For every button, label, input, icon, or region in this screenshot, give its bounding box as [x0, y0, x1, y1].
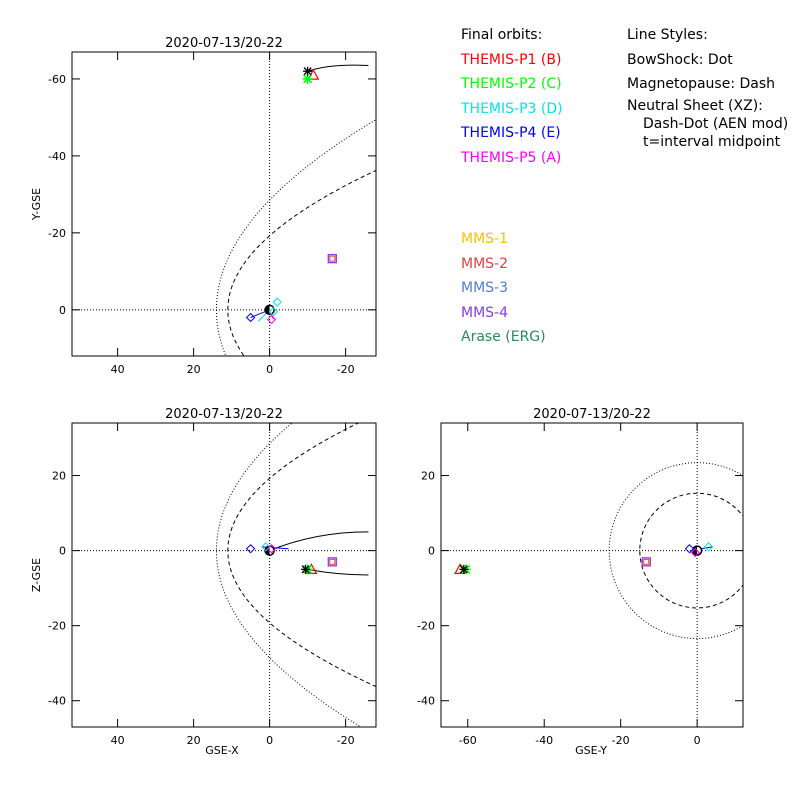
x-tick-label: -20 — [612, 734, 630, 747]
earth-shade — [265, 305, 270, 315]
probe-diamond — [272, 297, 282, 307]
y-tick-label: -20 — [48, 227, 66, 240]
x-tick-label: -20 — [337, 734, 355, 747]
y-tick-label: -40 — [48, 695, 66, 708]
y-tick-label: -40 — [417, 695, 435, 708]
y-tick-label: -60 — [48, 73, 66, 86]
plot-area — [215, 64, 376, 356]
y-tick-label: 0 — [59, 304, 66, 317]
orbits-legend-title: Final orbits: — [461, 27, 543, 43]
y-tick-label: -40 — [48, 150, 66, 163]
legend-mms-2: MMS-2 — [461, 255, 509, 272]
asterisk-black — [459, 565, 468, 574]
mms-marker — [641, 557, 651, 567]
legend-themis-p5: THEMIS-P5 (A) — [461, 149, 562, 166]
x-tick-label: 0 — [694, 734, 701, 747]
plot-area — [454, 462, 743, 640]
orbits-legend: Final orbits: THEMIS-P1 (B) THEMIS-P2 (C… — [461, 23, 563, 170]
probe-diamond — [245, 544, 256, 554]
legend-themis-p2: THEMIS-P2 (C) — [461, 76, 562, 92]
orbit-track-p1 — [307, 64, 369, 72]
chart-title: 2020-07-13/20-22 — [533, 407, 651, 422]
y-tick-label: -20 — [417, 620, 435, 633]
x-tick-label: 0 — [266, 363, 273, 376]
plot-frame — [440, 422, 744, 728]
panel-1: 2020-07-13/20-22 40 20 0 -20 -60 -40 -20 0 Y-GSE — [30, 36, 377, 376]
style-dash-dot: Dash-Dot (AEN mod) — [643, 115, 789, 132]
x-tick-label: -20 — [337, 363, 355, 376]
line-styles-title: Line Styles: — [627, 27, 708, 43]
mms-legend: MMS-1 MMS-2 MMS-3 MMS-4 Arase (ERG) — [461, 227, 546, 350]
mms-marker-inner — [329, 255, 336, 262]
y-tick-label: 20 — [421, 470, 435, 483]
y-axis-label: Z-GSE — [30, 558, 43, 592]
x-tick-label: 20 — [187, 363, 201, 376]
orbit-track-p4 — [700, 546, 713, 550]
style-magnetopause: Magnetopause: Dash — [627, 76, 776, 92]
plot-area — [215, 423, 376, 727]
probe-diamond — [245, 312, 256, 323]
legend-mms-1: MMS-1 — [461, 231, 509, 247]
y-axis-label: Y-GSE — [30, 188, 43, 221]
legend-arase: Arase (ERG) — [461, 329, 546, 345]
probe-diamond — [684, 544, 695, 554]
legend-themis-p1: THEMIS-P1 (B) — [461, 51, 562, 68]
style-neutral-sheet: Neutral Sheet (XZ): — [627, 97, 763, 114]
probe-diamond — [266, 544, 277, 554]
magnetopause-curve — [639, 492, 743, 609]
probe-diamond — [703, 542, 714, 552]
x-tick-label: 20 — [187, 734, 201, 747]
marker-themis-p2 — [459, 564, 471, 575]
y-tick-label: 0 — [59, 545, 66, 558]
legend-themis-p4: THEMIS-P4 (E) — [461, 125, 561, 141]
x-tick-label: -40 — [535, 734, 553, 747]
probe-diamond — [690, 547, 700, 558]
chart-title: 2020-07-13/20-22 — [165, 36, 283, 51]
x-axis-label: GSE-X — [205, 744, 239, 757]
neutral-sheet-curve — [269, 531, 369, 552]
x-tick-label: 40 — [111, 734, 125, 747]
x-tick-label: 40 — [111, 363, 125, 376]
mms-marker — [327, 253, 337, 264]
mms-marker-inner — [643, 558, 650, 565]
line-styles-legend: Line Styles: BowShock: Dot Magnetopause:… — [627, 23, 788, 151]
asterisk-stroke — [303, 74, 313, 84]
y-tick-label: -20 — [48, 620, 66, 633]
bowshock-curve — [215, 119, 376, 356]
plot-frame — [71, 51, 377, 357]
x-axis-label: GSE-Y — [575, 744, 607, 757]
marker-themis-p2 — [301, 564, 313, 575]
legend-mms-4: MMS-4 — [461, 304, 509, 321]
y-tick-label: 0 — [428, 545, 435, 558]
legend-themis-p3: THEMIS-P3 (D) — [461, 100, 563, 117]
style-bowshock: BowShock: Dot — [627, 51, 733, 68]
panel-3: 2020-07-13/20-22 -60 -40 -20 0 20 0 -20 -40 GSE-Y — [417, 407, 744, 757]
style-midpoint: t=interval midpoint — [643, 133, 781, 150]
orbit-track-p1 — [307, 568, 369, 576]
plot-frame — [71, 422, 377, 728]
magnetopause-curve — [227, 423, 376, 688]
asterisk-black — [301, 565, 310, 574]
probe-diamond — [266, 314, 277, 325]
x-tick-label: 0 — [266, 734, 273, 747]
bowshock-curve — [215, 423, 362, 727]
mms-marker-inner — [329, 558, 336, 565]
probe-diamond — [261, 542, 271, 552]
marker-themis-p2 — [302, 66, 313, 84]
probe-diamond — [268, 307, 279, 317]
asterisk-black — [303, 67, 312, 76]
chart-title: 2020-07-13/20-22 — [165, 407, 283, 422]
y-tick-label: 20 — [52, 470, 66, 483]
x-tick-label: -60 — [459, 734, 477, 747]
mms-marker — [327, 557, 337, 567]
legend-mms-3: MMS-3 — [461, 280, 509, 296]
panel-2: 2020-07-13/20-22 40 20 0 -20 20 0 -20 -40 GSE-X Z-… — [30, 407, 377, 757]
